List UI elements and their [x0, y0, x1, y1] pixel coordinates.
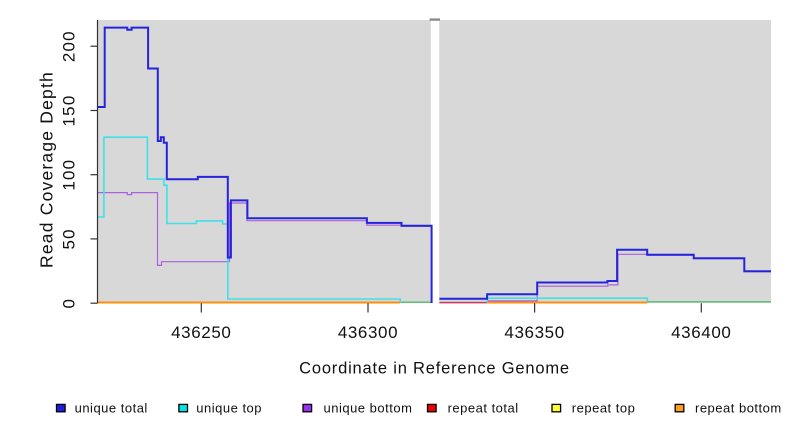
svg-text:200: 200	[60, 30, 79, 62]
svg-text:0: 0	[60, 298, 79, 309]
svg-text:unique top: unique top	[196, 401, 262, 416]
svg-text:repeat total: repeat total	[448, 401, 519, 416]
svg-text:Read Coverage Depth: Read Coverage Depth	[37, 71, 57, 268]
svg-text:Coordinate in Reference Genome: Coordinate in Reference Genome	[299, 360, 570, 378]
svg-text:unique bottom: unique bottom	[324, 401, 413, 416]
svg-text:100: 100	[60, 159, 79, 191]
svg-text:50: 50	[60, 228, 79, 249]
svg-text:436300: 436300	[338, 323, 398, 342]
svg-text:436400: 436400	[671, 323, 731, 342]
svg-text:150: 150	[60, 95, 79, 127]
svg-text:unique total: unique total	[75, 401, 148, 416]
svg-text:436350: 436350	[504, 323, 564, 342]
svg-text:repeat top: repeat top	[572, 401, 636, 416]
svg-text:repeat bottom: repeat bottom	[695, 401, 782, 416]
svg-text:436250: 436250	[171, 323, 231, 342]
